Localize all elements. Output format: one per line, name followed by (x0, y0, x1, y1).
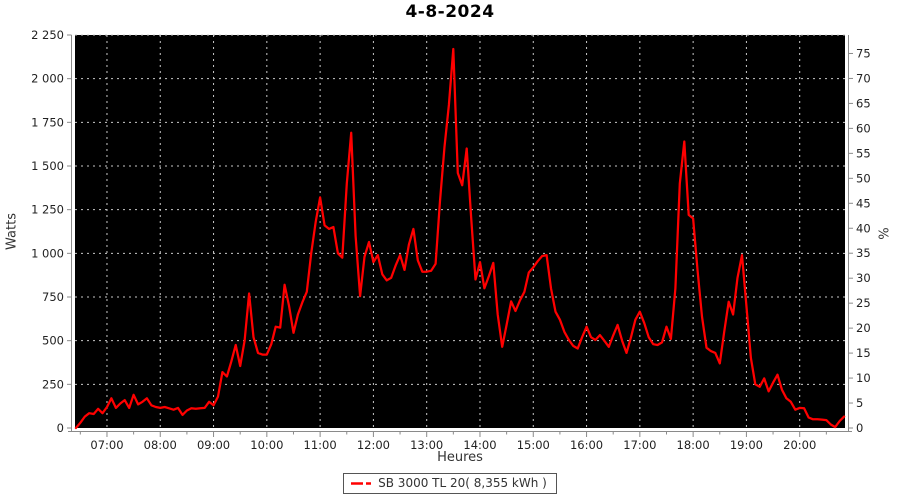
left-tick-label: 1 250 (31, 203, 64, 217)
right-tick-label: 0 (856, 421, 863, 435)
right-tick-label: 50 (856, 171, 871, 185)
left-tick-label: 250 (42, 377, 64, 391)
left-tick-label: 2 000 (31, 72, 64, 86)
left-tick-label: 1 000 (31, 246, 64, 260)
bottom-tick-label: 18:00 (677, 438, 710, 452)
bottom-tick-label: 13:00 (410, 438, 443, 452)
right-tick-label: 70 (856, 71, 871, 85)
right-tick-label: 20 (856, 321, 871, 335)
bottom-tick-label: 08:00 (144, 438, 177, 452)
left-tick-label: 1 500 (31, 159, 64, 173)
y-axis-label-percent: % (874, 227, 890, 240)
x-axis-label-heures: Heures (437, 450, 483, 465)
right-tick-label: 55 (856, 146, 871, 160)
right-tick-label: 30 (856, 271, 871, 285)
bottom-tick-label: 20:00 (783, 438, 816, 452)
bottom-tick-label: 15:00 (517, 438, 550, 452)
legend-box: SB 3000 TL 20( 8,355 kWh ) (343, 473, 557, 494)
right-tick-label: 75 (856, 46, 871, 60)
bottom-tick-label: 10:00 (250, 438, 283, 452)
series-line (74, 47, 846, 430)
left-tick-label: 1 750 (31, 115, 64, 129)
right-tick-label: 45 (856, 196, 871, 210)
legend-series-label: SB 3000 TL 20( 8,355 kWh ) (378, 476, 547, 490)
right-tick-label: 35 (856, 246, 871, 260)
left-tick-label: 500 (42, 334, 64, 348)
right-tick-label: 60 (856, 121, 871, 135)
right-tick-label: 5 (856, 396, 863, 410)
left-tick-label: 2 250 (31, 28, 64, 42)
bottom-tick-label: 19:00 (730, 438, 763, 452)
bottom-tick-label: 07:00 (90, 438, 123, 452)
legend-line-marker-icon (351, 481, 372, 485)
legend: SB 3000 TL 20( 8,355 kWh ) (0, 473, 900, 494)
bottom-tick-label: 14:00 (463, 438, 496, 452)
right-tick-label: 10 (856, 371, 871, 385)
chart-title: 4-8-2024 (405, 2, 495, 22)
right-tick-label: 65 (856, 96, 871, 110)
bottom-tick-label: 16:00 (570, 438, 603, 452)
right-tick-label: 40 (856, 221, 871, 235)
y-axis-label-watts: Watts (4, 213, 20, 250)
bottom-tick-label: 12:00 (357, 438, 390, 452)
right-tick-label: 25 (856, 296, 871, 310)
bottom-tick-label: 09:00 (197, 438, 230, 452)
left-tick-label: 0 (57, 421, 64, 435)
plot-background (75, 35, 845, 428)
bottom-tick-label: 17:00 (623, 438, 656, 452)
bottom-tick-label: 11:00 (304, 438, 337, 452)
right-tick-label: 15 (856, 346, 871, 360)
left-tick-label: 750 (42, 290, 64, 304)
